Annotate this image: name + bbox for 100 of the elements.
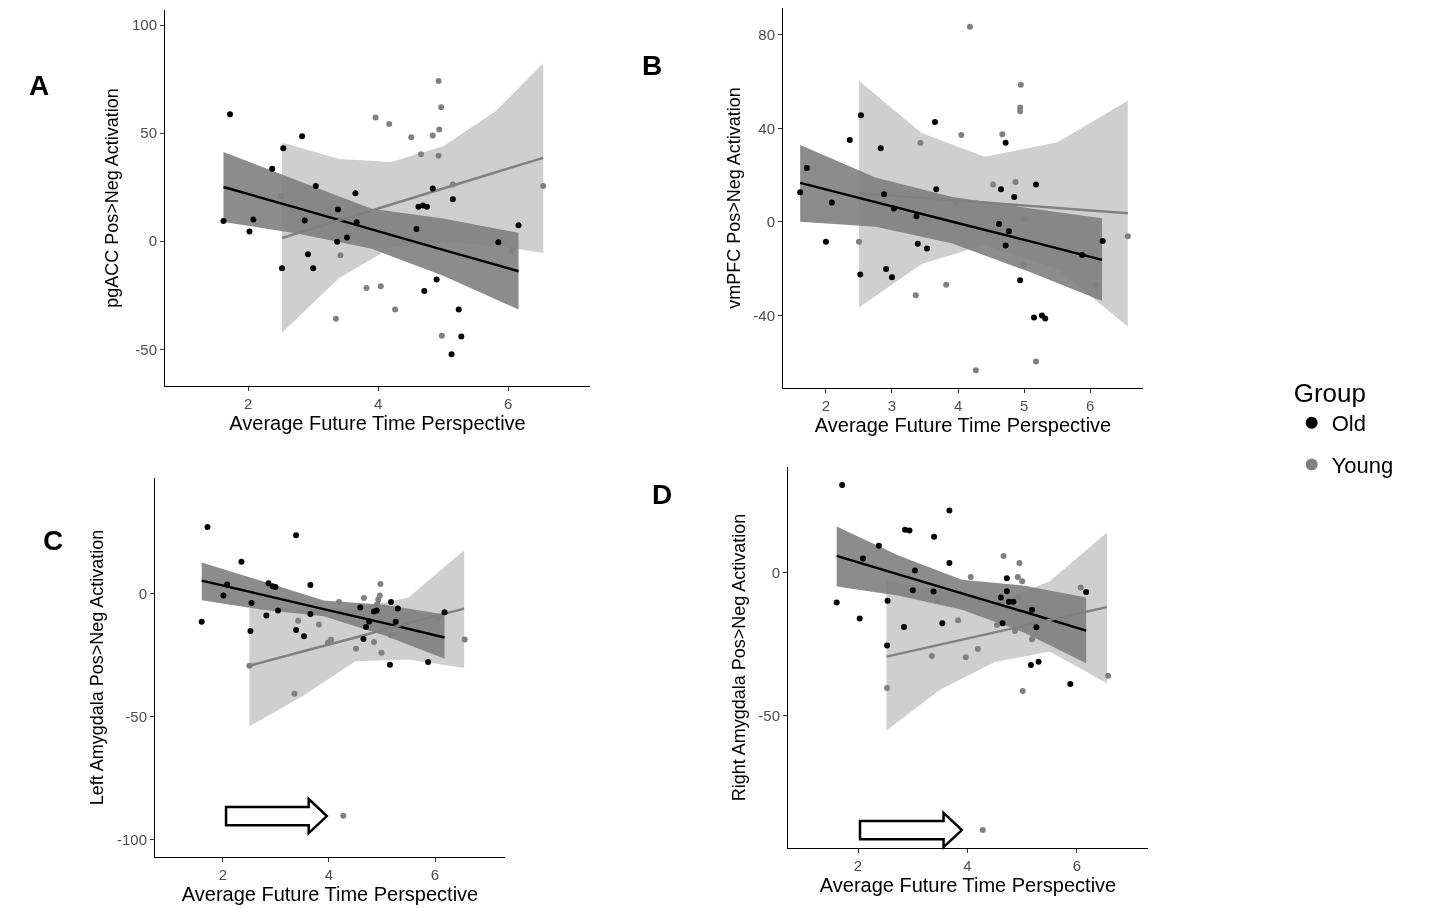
point	[374, 601, 381, 608]
line-series	[857, 192, 1130, 215]
point	[946, 507, 953, 514]
text: C	[43, 525, 64, 556]
point	[220, 218, 227, 225]
y-tick-label: 100	[131, 16, 157, 34]
x-axis-title: Average Future Time Perspective	[819, 874, 1117, 896]
point	[1027, 661, 1034, 668]
point	[857, 271, 864, 278]
point	[540, 182, 547, 189]
point	[846, 137, 853, 144]
x-tick-label: 4	[324, 866, 334, 883]
point	[797, 189, 804, 196]
point	[974, 645, 981, 652]
point	[246, 228, 253, 235]
legend-title: Group	[1293, 378, 1366, 409]
point	[1011, 193, 1018, 200]
point	[334, 206, 341, 213]
point	[1083, 589, 1090, 595]
point	[315, 621, 322, 628]
point	[366, 618, 373, 625]
point	[931, 533, 938, 540]
point	[803, 164, 810, 171]
point	[930, 588, 937, 595]
point	[1005, 228, 1012, 235]
point	[1019, 687, 1026, 694]
point	[429, 185, 436, 192]
point	[1029, 636, 1036, 643]
point	[291, 690, 298, 697]
point	[372, 114, 379, 121]
point	[307, 611, 314, 618]
line-series	[200, 579, 446, 639]
y-axis-title: pgACC Pos>Neg Activation	[102, 88, 123, 308]
point	[881, 191, 888, 198]
x-tick-label: 4	[963, 857, 972, 874]
point	[839, 482, 846, 489]
point	[278, 265, 285, 272]
point	[946, 560, 953, 567]
point	[360, 635, 367, 642]
point	[1020, 262, 1027, 269]
point	[1000, 552, 1007, 559]
point	[855, 238, 862, 245]
point	[933, 597, 940, 604]
point	[435, 152, 442, 159]
point	[198, 618, 205, 625]
point	[997, 594, 1004, 601]
point	[310, 265, 317, 272]
point	[962, 654, 969, 661]
y-tick-label: 50	[140, 124, 157, 142]
point	[1032, 181, 1039, 188]
point	[337, 252, 344, 259]
point	[332, 315, 339, 322]
point	[1017, 277, 1024, 284]
point	[353, 219, 360, 226]
point	[1099, 237, 1106, 244]
point	[1105, 672, 1112, 679]
point	[900, 623, 907, 630]
point	[461, 636, 468, 643]
point	[248, 600, 255, 607]
point	[931, 119, 938, 126]
point	[939, 620, 946, 627]
y-tick-label: 40	[758, 119, 775, 137]
point	[856, 615, 863, 622]
point	[884, 642, 891, 649]
y-tick-label: 0	[148, 232, 157, 250]
y-tick-label: -50	[758, 707, 780, 725]
point	[1017, 81, 1024, 88]
point	[828, 199, 835, 206]
point	[515, 222, 522, 229]
point	[1012, 178, 1019, 185]
point	[277, 193, 284, 200]
point	[994, 621, 1000, 628]
point	[441, 609, 448, 616]
point	[387, 599, 394, 606]
point	[377, 283, 384, 290]
point	[912, 292, 919, 299]
point	[1015, 594, 1022, 601]
x-tick-label: 2	[244, 395, 253, 412]
point	[999, 620, 1006, 627]
y-axis-title: Left Amygdala Pos>Neg Activation	[87, 529, 108, 806]
point	[394, 605, 401, 612]
point	[363, 623, 370, 630]
point	[1002, 139, 1009, 146]
x-tick-label: 6	[503, 395, 513, 412]
point	[204, 523, 211, 530]
point	[822, 238, 829, 245]
point	[413, 225, 420, 232]
y-tick-label: 0	[766, 213, 775, 231]
point	[888, 274, 895, 281]
line-series	[835, 554, 1088, 632]
point	[280, 145, 287, 152]
point	[1002, 242, 1009, 249]
y-tick-label: 0	[138, 584, 147, 602]
y-tick-label: 80	[758, 26, 775, 44]
x-tick-label: 6	[1085, 397, 1095, 414]
y-tick-label: -50	[125, 707, 147, 725]
point	[269, 165, 276, 172]
point	[1029, 606, 1036, 613]
point	[418, 151, 425, 158]
x-axis-title: Average Future Time Perspective	[814, 414, 1112, 436]
